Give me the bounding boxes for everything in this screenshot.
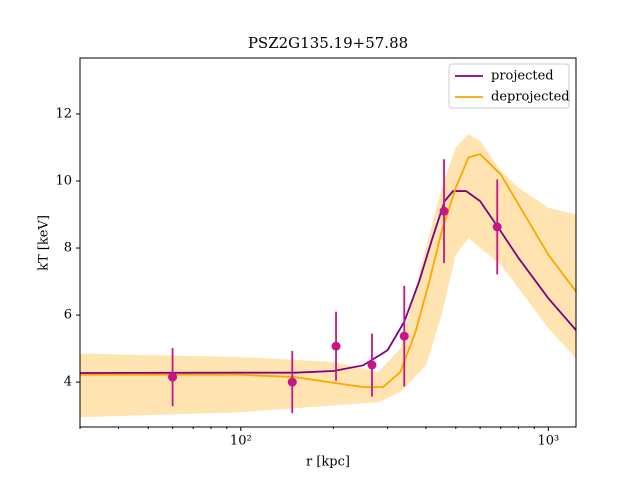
data-point bbox=[287, 377, 297, 387]
data-point bbox=[399, 331, 409, 341]
chart-title: PSZ2G135.19+57.88 bbox=[248, 34, 408, 52]
data-point bbox=[367, 360, 377, 370]
data-point bbox=[168, 372, 178, 382]
plot-frame bbox=[79, 57, 577, 428]
x-tick-label: 10² bbox=[230, 434, 252, 449]
y-tick-label: 4 bbox=[64, 375, 72, 390]
y-tick-label: 10 bbox=[55, 174, 72, 189]
y-tick-label: 6 bbox=[64, 308, 72, 323]
legend-label: projected bbox=[491, 69, 554, 84]
x-tick-label: 10³ bbox=[537, 434, 559, 449]
y-tick-label: 12 bbox=[55, 106, 72, 121]
y-tick-label: 8 bbox=[64, 241, 72, 256]
data-point bbox=[492, 222, 502, 232]
series-line bbox=[79, 190, 577, 374]
y-axis-label: kT [keV] bbox=[37, 215, 52, 271]
data-point bbox=[331, 341, 341, 351]
legend-label: deprojected bbox=[491, 90, 570, 105]
x-axis-label: r [kpc] bbox=[306, 455, 350, 470]
series-line bbox=[80, 153, 577, 389]
data-point bbox=[439, 206, 449, 216]
confidence-band bbox=[80, 134, 576, 418]
